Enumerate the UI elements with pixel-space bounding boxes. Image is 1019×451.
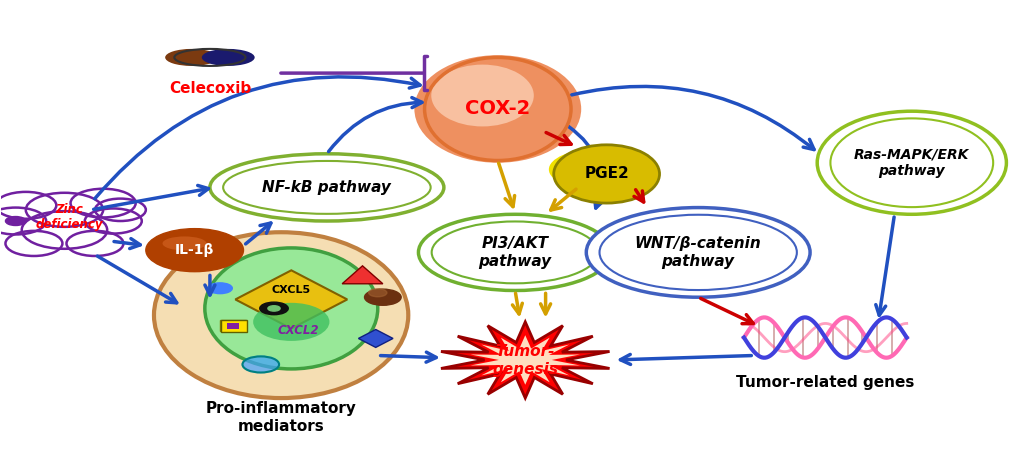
- Circle shape: [146, 229, 244, 272]
- Text: IL-1β: IL-1β: [175, 243, 214, 257]
- Ellipse shape: [414, 55, 581, 163]
- Circle shape: [66, 231, 123, 256]
- Circle shape: [260, 302, 288, 315]
- Text: PI3/AKT
pathway: PI3/AKT pathway: [478, 236, 551, 269]
- Polygon shape: [220, 320, 246, 331]
- Circle shape: [208, 283, 232, 294]
- Polygon shape: [341, 266, 382, 284]
- Ellipse shape: [816, 111, 1006, 214]
- Ellipse shape: [253, 303, 329, 341]
- Ellipse shape: [586, 207, 809, 297]
- Circle shape: [25, 193, 103, 227]
- Text: Celecoxib: Celecoxib: [168, 81, 251, 97]
- Text: Tumor-related genes: Tumor-related genes: [736, 375, 914, 390]
- Ellipse shape: [548, 149, 643, 190]
- Text: genesis: genesis: [492, 362, 557, 377]
- Text: Tumor-: Tumor-: [495, 345, 554, 359]
- Text: Pro-inflammatory
mediators: Pro-inflammatory mediators: [206, 401, 357, 433]
- Ellipse shape: [165, 49, 218, 66]
- Ellipse shape: [162, 236, 206, 250]
- Text: CXCL5: CXCL5: [271, 285, 311, 295]
- Ellipse shape: [553, 145, 659, 203]
- Text: Ras-MAPK/ERK
pathway: Ras-MAPK/ERK pathway: [853, 147, 968, 178]
- Polygon shape: [440, 322, 609, 398]
- Ellipse shape: [205, 248, 377, 369]
- Circle shape: [70, 189, 136, 217]
- Ellipse shape: [418, 214, 611, 290]
- Text: NF-kB pathway: NF-kB pathway: [262, 180, 391, 195]
- Circle shape: [364, 289, 400, 305]
- Polygon shape: [470, 335, 580, 385]
- Circle shape: [5, 231, 62, 256]
- Text: PGE2: PGE2: [584, 166, 629, 181]
- Text: CXCL2: CXCL2: [277, 324, 319, 337]
- Circle shape: [268, 306, 280, 311]
- Text: Zinc
deficiency: Zinc deficiency: [36, 202, 103, 230]
- Text: WNT/β-catenin
pathway: WNT/β-catenin pathway: [634, 236, 761, 269]
- Circle shape: [21, 211, 107, 249]
- FancyBboxPatch shape: [227, 323, 239, 329]
- Text: COX-2: COX-2: [465, 100, 530, 119]
- Circle shape: [0, 207, 46, 235]
- Ellipse shape: [431, 64, 533, 126]
- FancyBboxPatch shape: [221, 320, 247, 332]
- Circle shape: [0, 192, 56, 219]
- Circle shape: [85, 208, 142, 234]
- Circle shape: [368, 289, 386, 297]
- Circle shape: [5, 216, 25, 226]
- Circle shape: [243, 356, 279, 373]
- Ellipse shape: [154, 232, 408, 398]
- Polygon shape: [235, 270, 346, 329]
- Ellipse shape: [202, 49, 255, 66]
- Circle shape: [95, 198, 146, 221]
- Ellipse shape: [210, 154, 443, 221]
- Polygon shape: [358, 330, 392, 347]
